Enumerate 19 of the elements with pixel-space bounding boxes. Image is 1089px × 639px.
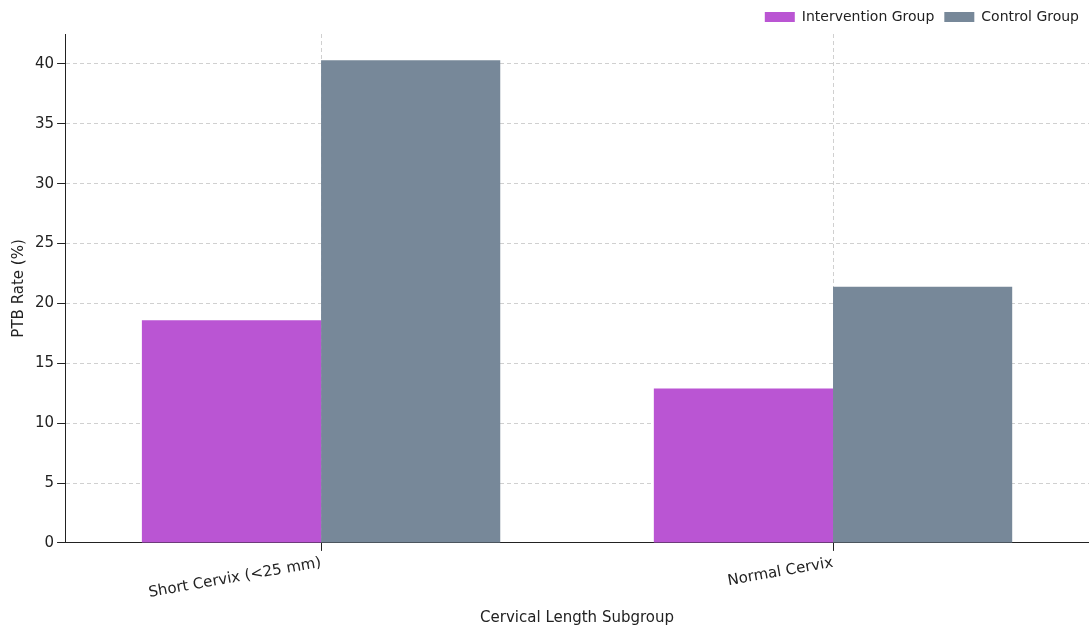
- x-tick-label: Normal Cervix: [726, 552, 835, 590]
- y-tick-label: 30: [34, 173, 55, 192]
- y-tick-label: 20: [34, 293, 55, 312]
- y-axis-title: PTB Rate (%): [8, 239, 27, 338]
- y-tick-label: 10: [34, 413, 55, 432]
- y-tick-label: 0: [44, 532, 55, 551]
- bar: [321, 60, 501, 543]
- y-tick-label: 5: [44, 472, 55, 491]
- y-tick-label: 40: [34, 53, 55, 72]
- bar: [141, 320, 322, 543]
- legend-label: Intervention Group: [801, 7, 935, 24]
- x-tick-label: Short Cervix (<25 mm): [147, 552, 323, 601]
- legend-label: Control Group: [981, 7, 1080, 24]
- y-tick-label: 25: [34, 233, 55, 252]
- bar: [833, 286, 1013, 543]
- y-tick-label: 15: [34, 353, 55, 372]
- bar: [653, 388, 834, 543]
- y-tick-label: 35: [34, 113, 55, 132]
- x-axis-title: Cervical Length Subgroup: [480, 607, 674, 626]
